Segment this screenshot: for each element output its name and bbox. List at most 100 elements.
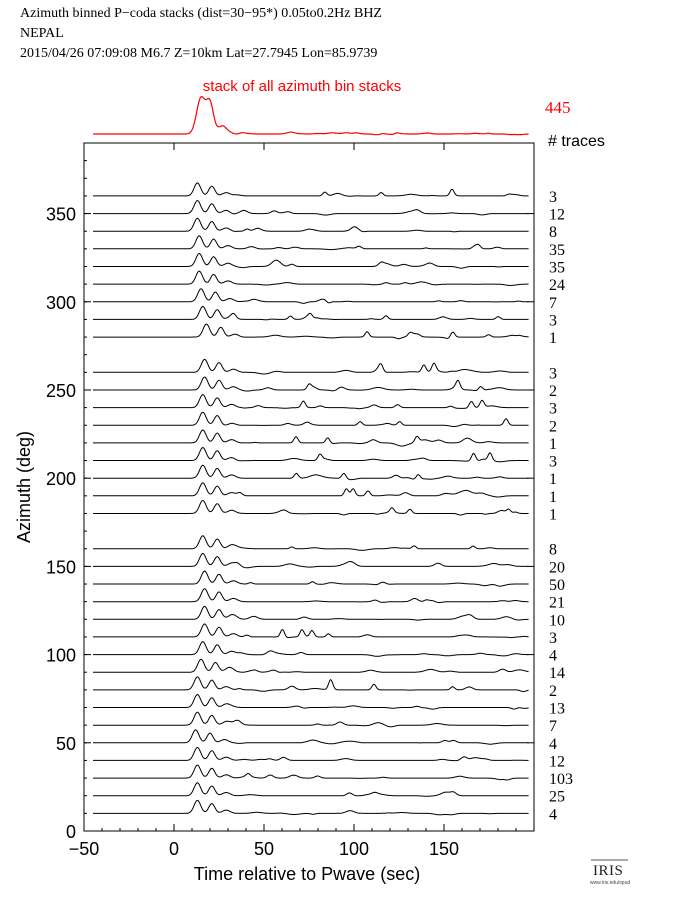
plot-frame — [83, 142, 535, 832]
y-tick-label: 300 — [46, 293, 76, 313]
trace-count: 3 — [549, 401, 557, 418]
trace-count: 103 — [549, 771, 573, 788]
azimuth-trace — [93, 288, 529, 304]
y-tick-label: 0 — [66, 822, 76, 842]
azimuth-trace — [93, 658, 529, 673]
azimuth-trace — [93, 235, 529, 251]
azimuth-trace — [93, 623, 529, 639]
trace-count: 8 — [549, 224, 557, 241]
trace-count: 3 — [549, 454, 557, 471]
azimuth-traces — [93, 182, 529, 816]
azimuth-trace — [93, 499, 529, 516]
trace-count: 7 — [549, 718, 557, 735]
y-tick-label: 200 — [46, 469, 76, 489]
azimuth-trace — [93, 394, 529, 410]
azimuth-trace — [93, 641, 529, 657]
stack-of-all-trace — [93, 95, 529, 136]
trace-count: 3 — [549, 630, 557, 647]
y-tick-label: 250 — [46, 381, 76, 401]
y-axis: 0 50 100 150 200 250 300 350 — [46, 142, 534, 842]
trace-count: 50 — [549, 577, 565, 594]
azimuth-trace — [93, 782, 529, 797]
trace-count: 35 — [549, 260, 565, 277]
trace-count: 1 — [549, 489, 557, 506]
azimuth-trace — [93, 605, 529, 621]
azimuth-trace — [93, 535, 529, 551]
trace-count: 1 — [549, 436, 557, 453]
x-tick-label: 50 — [254, 839, 274, 859]
x-axis-label: Time relative to Pwave (sec) — [194, 864, 420, 884]
azimuth-trace — [93, 464, 529, 481]
trace-count: 35 — [549, 242, 565, 259]
y-axis-label: Azimuth (deg) — [14, 431, 34, 543]
azimuth-trace — [93, 588, 529, 604]
trace-count: 7 — [549, 295, 557, 312]
x-axis: −50 0 50 100 150 — [69, 143, 535, 859]
azimuth-trace — [93, 799, 529, 816]
header-line-3: 2015/04/26 07:09:08 M6.7 Z=10km Lat=27.7… — [20, 46, 377, 61]
trace-count: 1 — [549, 507, 557, 524]
header-line-1: Azimuth binned P−coda stacks (dist=30−95… — [20, 6, 382, 21]
trace-count: 4 — [549, 648, 557, 665]
trace-count: 3 — [549, 312, 557, 329]
trace-count: 12 — [549, 207, 565, 224]
azimuth-trace — [93, 411, 529, 427]
azimuth-trace — [93, 693, 529, 710]
trace-count: 21 — [549, 595, 565, 612]
azimuth-trace — [93, 570, 529, 587]
azimuth-trace — [93, 482, 529, 498]
x-tick-label: 0 — [169, 839, 179, 859]
trace-count: 2 — [549, 683, 557, 700]
trace-count: 1 — [549, 330, 557, 347]
azimuth-trace — [93, 182, 529, 197]
azimuth-trace — [93, 729, 529, 745]
azimuth-trace — [93, 376, 529, 392]
azimuth-trace — [93, 323, 529, 340]
iris-logo-text: IRIS — [593, 863, 623, 879]
trace-count: 3 — [549, 365, 557, 382]
trace-count: 10 — [549, 612, 565, 629]
trace-count: 24 — [549, 277, 565, 294]
trace-count: 3 — [549, 189, 557, 206]
stack-title: stack of all azimuth bin stacks — [203, 78, 401, 95]
azimuth-trace — [93, 358, 529, 375]
azimuth-trace — [93, 270, 529, 287]
trace-count: 25 — [549, 789, 565, 806]
azimuth-trace — [93, 746, 529, 762]
stack-count: 445 — [545, 98, 571, 117]
trace-count: 4 — [549, 806, 557, 823]
y-tick-label: 350 — [46, 205, 76, 225]
azimuth-trace — [93, 217, 529, 233]
trace-count: 2 — [549, 418, 557, 435]
trace-count: 8 — [549, 542, 557, 559]
azimuth-trace — [93, 305, 529, 321]
trace-counts: 3128353524731323213111820502110341421374… — [549, 189, 573, 824]
x-tick-label: 100 — [339, 839, 369, 859]
y-tick-label: 50 — [56, 734, 76, 754]
iris-logo-url: www.iris.edu/spud — [590, 880, 631, 886]
azimuth-trace — [93, 200, 529, 216]
trace-count: 2 — [549, 383, 557, 400]
trace-count: 4 — [549, 736, 557, 753]
azimuth-trace — [93, 676, 529, 693]
azimuth-trace — [93, 711, 529, 728]
azimuth-trace — [93, 764, 529, 781]
iris-logo: IRIS www.iris.edu/spud — [590, 859, 631, 886]
azimuth-trace — [93, 552, 529, 569]
trace-count: 14 — [549, 665, 565, 682]
x-tick-label: 150 — [429, 839, 459, 859]
azimuth-trace — [93, 252, 529, 269]
y-tick-label: 100 — [46, 646, 76, 666]
trace-count: 12 — [549, 753, 565, 770]
trace-count: 20 — [549, 559, 565, 576]
azimuth-trace — [93, 429, 529, 447]
trace-count: 13 — [549, 701, 565, 718]
azimuth-trace — [93, 446, 529, 463]
x-tick-label: −50 — [69, 839, 100, 859]
trace-count: 1 — [549, 471, 557, 488]
y-tick-label: 150 — [46, 557, 76, 577]
header-line-2: NEPAL — [20, 26, 64, 41]
traces-label: # traces — [548, 133, 605, 150]
